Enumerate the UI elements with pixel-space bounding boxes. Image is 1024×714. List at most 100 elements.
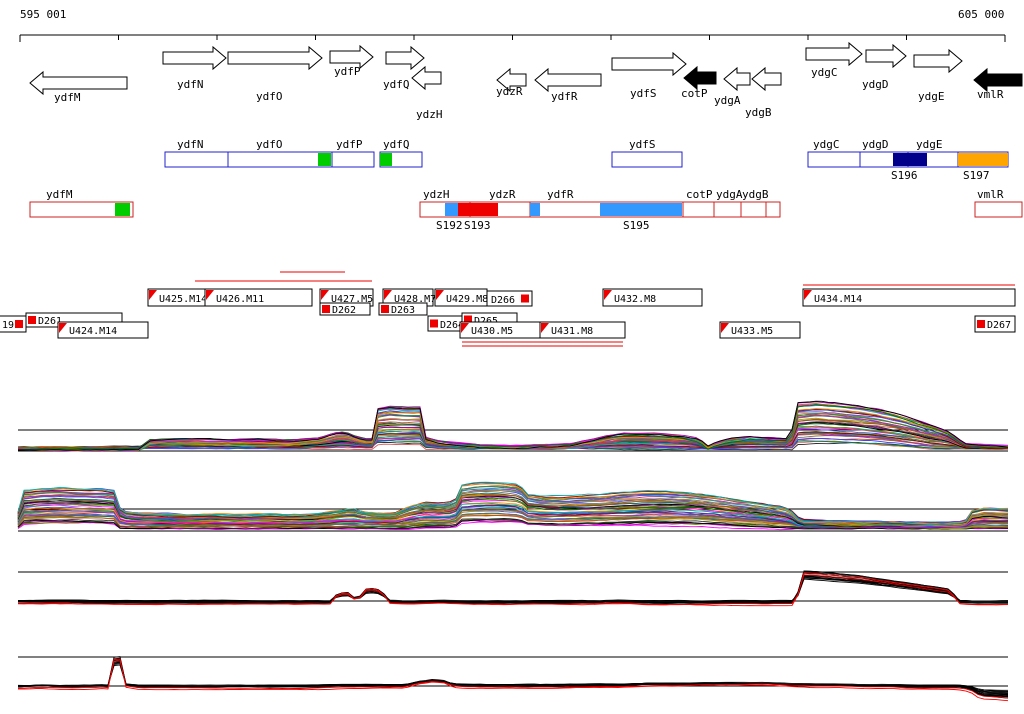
gene-label-ydzH: ydzH bbox=[416, 108, 443, 121]
gene-label-ydgB: ydgB bbox=[745, 106, 772, 119]
gene-label-ydfO: ydfO bbox=[256, 90, 283, 103]
gene-arrow-ydfS[interactable] bbox=[611, 51, 687, 77]
expression-line bbox=[17, 576, 1009, 603]
segment-marker-icon bbox=[28, 316, 36, 324]
gene-label-ydfP: ydfP bbox=[334, 65, 361, 78]
gene-label-ydfN: ydfN bbox=[177, 78, 204, 91]
tu-forward-box[interactable] bbox=[331, 151, 375, 168]
segment-label-U433.M5: U433.M5 bbox=[731, 326, 773, 337]
expression-line bbox=[17, 571, 1009, 604]
segment-flag-icon bbox=[804, 290, 812, 300]
gene-arrow-vmlR[interactable] bbox=[973, 67, 1023, 93]
tu-forward-box[interactable] bbox=[611, 151, 683, 168]
gene-label-ydgE: ydgE bbox=[918, 90, 945, 103]
gene-arrow-ydgB[interactable] bbox=[751, 66, 782, 92]
expression-line bbox=[17, 481, 1009, 525]
segment-flag-icon bbox=[149, 290, 157, 300]
tu-forward-label-S197: S197 bbox=[963, 169, 990, 182]
tu-forward-label-ydfP: ydfP bbox=[336, 138, 363, 151]
segment-D263[interactable] bbox=[378, 302, 428, 316]
expression-line bbox=[17, 658, 1009, 698]
segment-U426.M11[interactable] bbox=[204, 288, 313, 307]
ruler-start-label: 595 001 bbox=[20, 8, 67, 21]
gene-arrow-ydgE[interactable] bbox=[913, 48, 963, 74]
tu-reverse-label-S192: S192 bbox=[436, 219, 463, 232]
gene-arrow-ydfM[interactable] bbox=[29, 70, 128, 96]
tu-reverse-colored-segment[interactable] bbox=[115, 203, 130, 216]
expression-line bbox=[17, 658, 1009, 697]
segment-D262[interactable] bbox=[319, 302, 371, 316]
segment-flag-icon bbox=[721, 323, 729, 333]
segment-flag-icon bbox=[384, 290, 392, 300]
tu-reverse-label-ydfM: ydfM bbox=[46, 188, 73, 201]
segment-D266[interactable] bbox=[486, 290, 533, 307]
segment-label-U426.M11: U426.M11 bbox=[216, 294, 264, 305]
segment-U434.M14[interactable] bbox=[802, 288, 1016, 307]
segment-U424.M14[interactable] bbox=[57, 321, 149, 339]
segment-label-U427.M5: U427.M5 bbox=[331, 294, 373, 305]
expression-line bbox=[17, 656, 1009, 699]
gene-label-vmlR: vmlR bbox=[977, 88, 1004, 101]
gene-arrow-ydfN[interactable] bbox=[162, 45, 227, 71]
gene-arrow-ydgC[interactable] bbox=[805, 41, 863, 67]
tu-reverse-label-ydgB: ydgB bbox=[742, 188, 769, 201]
tu-reverse-colored-segment[interactable] bbox=[600, 203, 682, 216]
segment-label-D261: D261 bbox=[38, 316, 62, 327]
tu-forward-colored-segment[interactable] bbox=[380, 153, 392, 166]
gene-arrow-ydzH[interactable] bbox=[411, 65, 442, 91]
gene-label-ydgD: ydgD bbox=[862, 78, 889, 91]
segment-flag-icon bbox=[59, 323, 67, 333]
segment-marker-icon bbox=[977, 320, 985, 328]
segment-label-D263: D263 bbox=[391, 305, 415, 316]
segment-marker-icon bbox=[430, 319, 438, 328]
gene-arrow-ydfQ[interactable] bbox=[385, 45, 425, 71]
gene-label-ydfQ: ydfQ bbox=[383, 78, 410, 91]
gene-arrow-cotP[interactable] bbox=[683, 65, 717, 91]
tu-reverse-box[interactable] bbox=[974, 201, 1023, 218]
tu-forward-colored-segment[interactable] bbox=[958, 153, 1008, 166]
tu-reverse-label-ydzR: ydzR bbox=[489, 188, 516, 201]
tu-forward-box[interactable] bbox=[807, 151, 861, 168]
expression-line bbox=[17, 483, 1009, 525]
gene-arrow-ydfR[interactable] bbox=[534, 67, 602, 93]
tu-forward-label-ydgC: ydgC bbox=[813, 138, 840, 151]
tu-forward-label-S196: S196 bbox=[891, 169, 918, 182]
segment-flag-icon bbox=[541, 323, 549, 333]
gene-arrow-ydfP[interactable] bbox=[329, 44, 374, 70]
tu-forward-label-ydfS: ydfS bbox=[629, 138, 656, 151]
segment-marker-icon bbox=[381, 305, 389, 313]
segment-label-U434.M14: U434.M14 bbox=[814, 294, 862, 305]
gene-arrow-ydfO[interactable] bbox=[227, 45, 323, 71]
expression-line bbox=[17, 570, 1009, 604]
tu-reverse-colored-segment[interactable] bbox=[458, 203, 498, 216]
tu-forward-colored-segment[interactable] bbox=[318, 153, 331, 166]
expression-line bbox=[17, 572, 1009, 607]
tu-reverse-colored-segment[interactable] bbox=[445, 203, 458, 216]
tu-forward-colored-segment[interactable] bbox=[893, 153, 927, 166]
tu-forward-label-ydgD: ydgD bbox=[862, 138, 889, 151]
segment-flag-icon bbox=[206, 290, 214, 300]
gene-label-ydfM: ydfM bbox=[54, 91, 81, 104]
tu-forward-box[interactable] bbox=[227, 151, 333, 168]
segment-label-D264: D264 bbox=[440, 320, 464, 331]
expression-panel-3 bbox=[17, 570, 1009, 607]
segment-marker-icon bbox=[322, 305, 330, 313]
gene-label-ydgA: ydgA bbox=[714, 94, 741, 107]
tu-reverse-box[interactable] bbox=[29, 201, 134, 218]
tu-reverse-colored-segment[interactable] bbox=[530, 203, 540, 216]
segment-label-D267: D267 bbox=[987, 320, 1011, 331]
tu-forward-box[interactable] bbox=[164, 151, 229, 168]
segment-U432.M8[interactable] bbox=[602, 288, 703, 307]
gene-arrow-ydgD[interactable] bbox=[865, 43, 907, 69]
gene-arrow-ydgA[interactable] bbox=[723, 66, 751, 92]
segment-U431.M8[interactable] bbox=[539, 321, 626, 339]
tu-reverse-label-vmlR: vmlR bbox=[977, 188, 1004, 201]
segment-flag-icon bbox=[461, 323, 469, 333]
gene-label-cotP: cotP bbox=[681, 87, 708, 100]
gene-arrow-ydzR[interactable] bbox=[496, 67, 527, 93]
segment-U433.M5[interactable] bbox=[719, 321, 801, 339]
segment-label-U431.M8: U431.M8 bbox=[551, 326, 593, 337]
gene-label-ydgC: ydgC bbox=[811, 66, 838, 79]
expression-line bbox=[17, 664, 1008, 691]
